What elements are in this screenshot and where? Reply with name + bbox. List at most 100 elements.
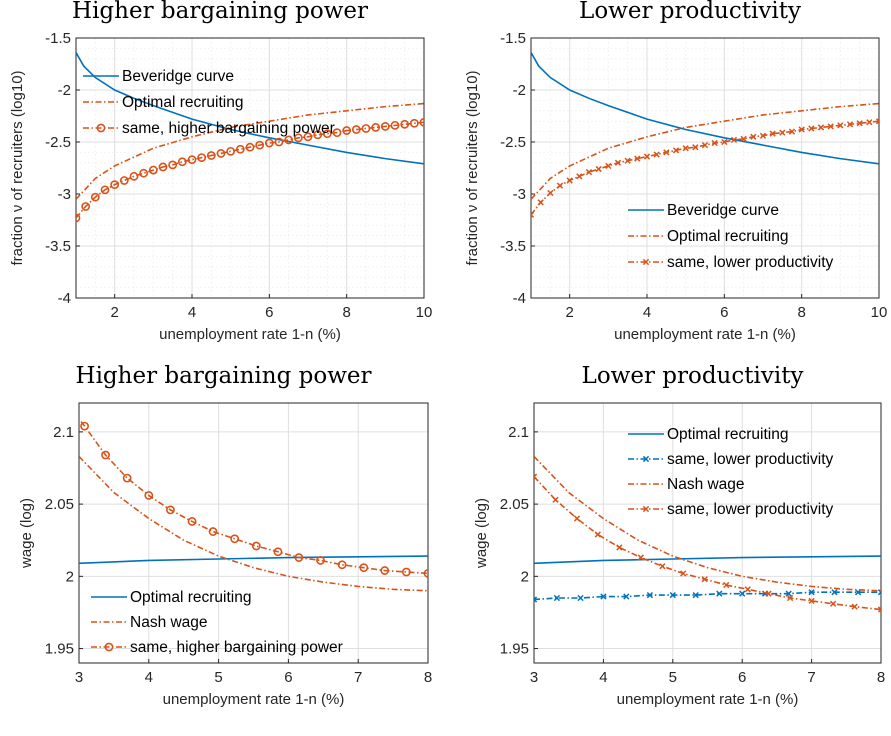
series-3-point xyxy=(293,133,303,143)
y-tick-label: -4 xyxy=(513,290,526,307)
series-2-point xyxy=(577,594,584,602)
series-4-point xyxy=(723,581,730,589)
series-2-point xyxy=(785,590,792,597)
legend-label: Optimal recruiting xyxy=(667,228,788,245)
x-tick-label: 7 xyxy=(807,669,815,686)
y-axis-label: fraction ν of recruiters (log10) xyxy=(9,70,26,265)
series-line-1 xyxy=(76,52,424,165)
x-tick-label: 6 xyxy=(265,304,273,321)
x-axis-label: unemployment rate 1-n (%) xyxy=(163,691,345,708)
series-3-point xyxy=(798,126,805,133)
series-3-point xyxy=(322,129,332,139)
legend-label: Beveridge curve xyxy=(667,202,779,219)
series-3-point xyxy=(711,139,718,147)
series-4-point xyxy=(765,590,772,597)
series-2-point xyxy=(534,596,538,603)
axes-box xyxy=(533,402,882,664)
series-3-point xyxy=(264,138,274,148)
y-axis-label: fraction ν of recruiters (log10) xyxy=(464,70,481,265)
series-4-point xyxy=(786,594,794,602)
series-3-point xyxy=(251,541,261,551)
series-3-point xyxy=(187,517,197,526)
series-3-point xyxy=(122,473,132,483)
y-tick-label: -4 xyxy=(58,290,71,307)
series-2-point xyxy=(646,591,654,599)
x-tick-label: 8 xyxy=(877,669,885,686)
series-2-point xyxy=(739,590,746,597)
series-3-point xyxy=(846,121,854,128)
y-tick-label: 2.1 xyxy=(53,424,74,441)
legend-label: same, lower productivity xyxy=(667,501,834,518)
series-3-point xyxy=(342,126,352,135)
series-3-point xyxy=(400,119,410,129)
series-3-point xyxy=(576,173,583,180)
series-line-2 xyxy=(534,591,881,601)
series-3-point xyxy=(401,567,411,577)
series-2-point xyxy=(600,593,607,600)
y-tick-label: 2.05 xyxy=(45,496,74,513)
series-2-point xyxy=(716,590,723,597)
series-3-point xyxy=(337,560,347,570)
series-3-point xyxy=(566,177,573,184)
series-3-point xyxy=(168,160,178,170)
x-tick-label: 2 xyxy=(565,304,573,321)
series-3-point xyxy=(166,505,175,515)
legend-label: same, higher bargaining power xyxy=(130,639,343,656)
series-3-point xyxy=(672,147,680,154)
series-3-point xyxy=(380,566,390,575)
y-tick-label: -3 xyxy=(513,186,526,203)
series-3-point xyxy=(663,149,670,156)
plot-area xyxy=(531,52,879,218)
series-3-point xyxy=(556,182,564,189)
series-3-point xyxy=(129,171,139,181)
series-3-point xyxy=(740,135,747,143)
series-3-point xyxy=(284,135,294,145)
series-3-point xyxy=(721,138,728,146)
y-axis-label: wage (log) xyxy=(18,498,35,569)
series-3-point xyxy=(230,534,240,544)
series-2-point xyxy=(808,589,815,596)
series-3-point xyxy=(634,155,641,162)
legend-label: Optimal recruiting xyxy=(122,94,243,111)
series-3-point xyxy=(808,125,815,132)
legend-marker xyxy=(96,123,106,133)
grid xyxy=(530,37,880,299)
y-tick-label: -2 xyxy=(513,82,526,99)
series-3-point xyxy=(80,421,89,431)
series-4-point xyxy=(552,496,559,503)
series-line-2 xyxy=(79,455,428,592)
series-3-point xyxy=(144,491,154,500)
series-3-point xyxy=(245,142,255,152)
series-4-point xyxy=(877,606,881,613)
series-3-point xyxy=(90,192,100,202)
legend-marker xyxy=(642,258,650,266)
x-tick-label: 6 xyxy=(284,669,292,686)
y-tick-label: -3.5 xyxy=(500,238,526,255)
series-3-point xyxy=(226,146,236,156)
series-3-point xyxy=(837,122,844,129)
series-3-point xyxy=(294,553,304,562)
y-tick-label: -3.5 xyxy=(45,238,71,255)
legend-label: same, lower productivity xyxy=(667,451,834,468)
series-line-4 xyxy=(534,476,881,611)
series-3-point xyxy=(701,141,709,149)
x-tick-label: 6 xyxy=(720,304,728,321)
series-3-point xyxy=(313,130,323,140)
series-3-point xyxy=(817,124,825,131)
x-tick-label: 4 xyxy=(643,304,651,321)
series-3-point xyxy=(119,176,129,185)
series-4-point xyxy=(851,603,858,610)
series-3-point xyxy=(216,149,226,158)
series-3-point xyxy=(274,137,284,147)
legend-marker xyxy=(104,642,114,652)
legend: Beveridge curve Optimal recruiting same, h… xyxy=(83,68,335,137)
chart-2: 2 4 6 8 10 -4 -3.5 -3 -2.5 -2 -1.5 Lower productivi… xyxy=(464,0,887,343)
x-tick-label: 8 xyxy=(424,669,432,686)
series-3-point xyxy=(730,136,738,144)
x-tick-label: 8 xyxy=(342,304,350,321)
chart-title: Lower productivity xyxy=(579,0,801,24)
series-4-point xyxy=(637,554,645,561)
series-3-point xyxy=(605,162,612,170)
axes-box xyxy=(75,37,425,299)
